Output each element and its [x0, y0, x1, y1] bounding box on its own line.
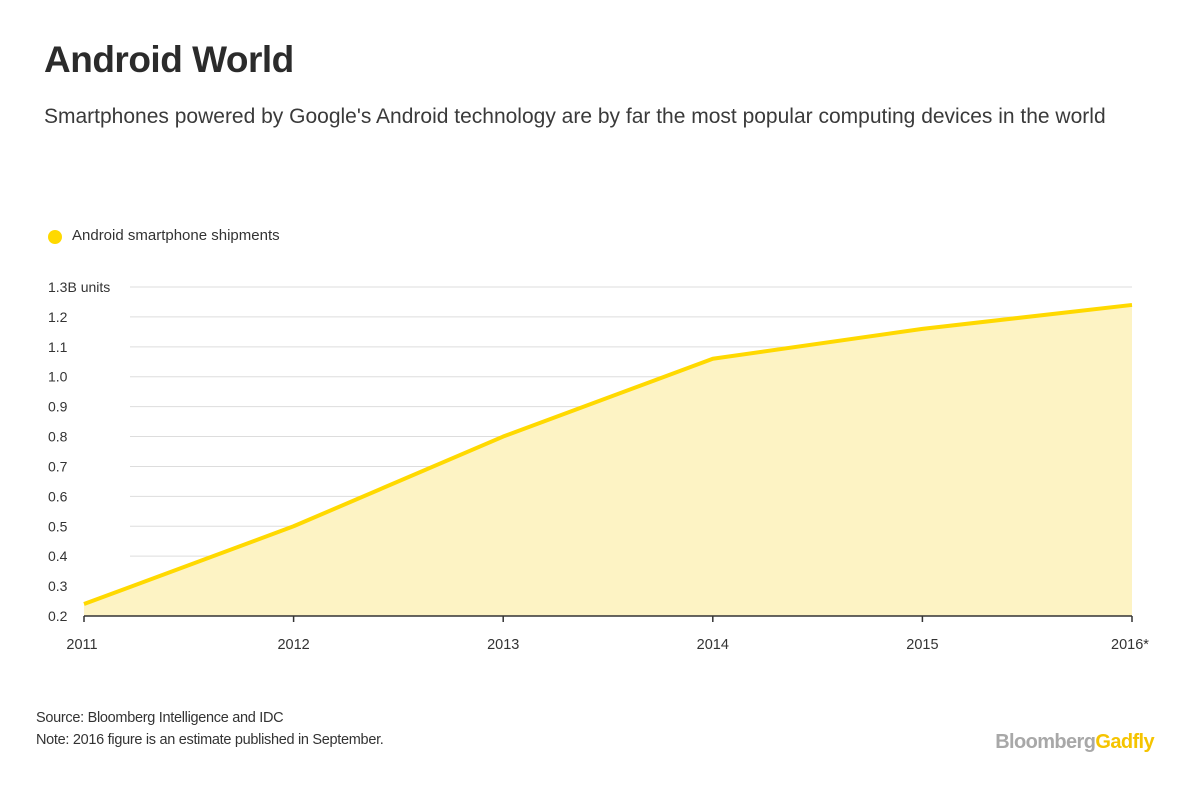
brand-logo-bloomberg: Bloomberg — [995, 731, 1096, 753]
brand-logo: BloombergGadfly — [995, 731, 1154, 754]
y-tick-label: 0.9 — [48, 399, 68, 415]
y-tick-label: 0.2 — [48, 608, 68, 624]
y-tick-label: 1.3B units — [48, 279, 110, 295]
y-tick-label: 0.3 — [48, 578, 68, 594]
y-tick-label: 1.1 — [48, 339, 68, 355]
chart-footer: Source: Bloomberg Intelligence and IDC N… — [36, 707, 384, 751]
source-note: Source: Bloomberg Intelligence and IDC — [36, 710, 284, 726]
x-tick-label: 2015 — [906, 637, 938, 653]
y-tick-label: 1.2 — [48, 309, 68, 325]
x-tick-label: 2014 — [697, 637, 729, 653]
estimate-note: Note: 2016 figure is an estimate publish… — [36, 732, 384, 748]
x-tick-label: 2012 — [277, 637, 309, 653]
x-tick-label: 2016* — [1111, 637, 1149, 653]
y-tick-label: 0.8 — [48, 429, 68, 445]
y-tick-label: 0.6 — [48, 488, 68, 504]
x-tick-label: 2011 — [66, 637, 97, 653]
y-tick-label: 0.4 — [48, 548, 68, 564]
chart-title: Android World — [44, 39, 294, 80]
series-line — [83, 302, 1133, 606]
y-tick-label: 1.0 — [48, 369, 68, 385]
x-tick-label: 2013 — [487, 637, 519, 653]
legend-label: Android smartphone shipments — [72, 226, 280, 244]
y-tick-label: 0.7 — [48, 458, 68, 474]
area-chart: 0.2 0.3 0.4 0.5 0.6 0.7 0.8 0.9 1.0 1.1 1.2 1.3B un… — [48, 279, 1149, 653]
brand-logo-gadfly: Gadfly — [1095, 731, 1154, 753]
y-tick-label: 0.5 — [48, 518, 68, 534]
chart-legend: Android smartphone shipments — [48, 226, 280, 244]
series-area-fill — [84, 304, 1132, 616]
chart-subtitle: Smartphones powered by Google's Android … — [44, 105, 1106, 128]
legend-swatch — [48, 230, 62, 244]
